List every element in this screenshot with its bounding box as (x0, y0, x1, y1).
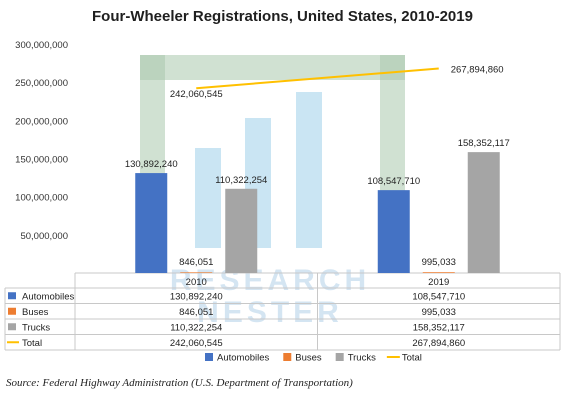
legend-label-trucks: Trucks (348, 353, 376, 364)
bar-buses-2019 (422, 272, 455, 273)
table-cell: 158,352,117 (413, 322, 465, 333)
y-tick-label: 200,000,000 (15, 116, 68, 127)
watermark-logo (140, 55, 405, 80)
y-tick-label: 100,000,000 (15, 193, 68, 204)
data-label: 846,051 (179, 257, 213, 268)
table-key-buses (8, 307, 16, 315)
watermark-text: NESTER (197, 296, 343, 329)
bar-automobiles-2019 (377, 190, 410, 273)
legend-key-trucks (335, 353, 344, 361)
bar-trucks-2019 (467, 152, 500, 273)
bar-trucks-2010 (225, 188, 258, 273)
legend-key-buses (283, 353, 292, 361)
data-label: 242,060,545 (170, 89, 223, 100)
table-header-2010: 2010 (186, 277, 207, 288)
bar-buses-2010 (180, 272, 213, 273)
data-label: 110,322,254 (215, 175, 267, 186)
table-cell: 267,894,860 (412, 338, 465, 349)
legend-key-automobiles (205, 353, 213, 361)
data-label: 130,892,240 (125, 159, 178, 170)
table-cell: 846,051 (179, 307, 213, 318)
data-label: 158,352,117 (458, 138, 510, 149)
y-tick-label: 250,000,000 (15, 78, 68, 89)
data-label: 267,894,860 (451, 65, 504, 76)
legend-label-automobiles: Automobiles (217, 353, 270, 364)
y-tick-label: 300,000,000 (15, 40, 68, 51)
table-cell: 995,033 (422, 307, 456, 318)
chart-title: Four-Wheeler Registrations, United State… (92, 8, 473, 25)
legend-label-total: Total (402, 353, 422, 364)
table-header-2019: 2019 (428, 277, 449, 288)
table-row-label: Total (22, 338, 42, 349)
table-cell: 130,892,240 (170, 291, 223, 302)
line-total (196, 67, 439, 90)
legend-label-buses: Buses (295, 353, 322, 364)
watermark-logo (296, 92, 322, 248)
y-tick-label: 150,000,000 (15, 155, 68, 166)
data-label: 108,547,710 (367, 176, 420, 187)
table-cell: 108,547,710 (412, 291, 465, 302)
table-row-label: Trucks (22, 322, 50, 333)
bar-automobiles-2010 (135, 173, 168, 273)
data-label: 995,033 (422, 257, 456, 268)
table-key-automobiles (8, 292, 16, 300)
watermark-text: RESEARCH (170, 264, 370, 297)
table-cell: 110,322,254 (170, 322, 222, 333)
watermark-logo (195, 148, 221, 248)
table-cell: 242,060,545 (170, 338, 223, 349)
y-tick-label: 50,000,000 (20, 231, 68, 242)
source-note: Source: Federal Highway Administration (… (6, 377, 353, 389)
table-row-label: Buses (22, 307, 49, 318)
table-key-trucks (8, 323, 16, 331)
table-row-label: Automobiles (22, 291, 75, 302)
